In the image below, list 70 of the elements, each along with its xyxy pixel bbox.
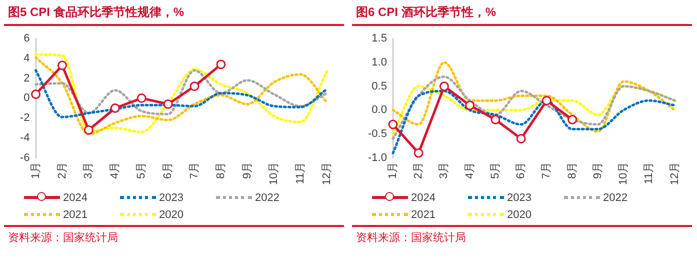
x-tick-label: 10月	[268, 162, 280, 186]
legend-label: 2021	[411, 208, 436, 220]
point	[31, 89, 41, 99]
point	[516, 134, 526, 144]
legend-label: 2021	[63, 208, 88, 220]
point	[388, 120, 398, 130]
x-tick-label: 5月	[489, 162, 502, 179]
x-tick-label: 12月	[320, 162, 333, 186]
y-tick-label: 2	[24, 72, 30, 84]
legend-label: 2024	[411, 192, 436, 204]
point	[568, 114, 578, 124]
y-tick-label: 6	[24, 32, 30, 45]
legend-label: 2020	[507, 208, 532, 220]
y-tick-label: 1.0	[372, 56, 387, 68]
point	[190, 82, 200, 92]
point	[216, 60, 226, 70]
x-tick-label: 7月	[188, 162, 201, 179]
x-tick-label: 10月	[618, 162, 630, 186]
legend-label: 2023	[159, 192, 184, 204]
x-tick-label: 7月	[540, 162, 553, 179]
y-tick-label: 4	[24, 52, 30, 64]
legend-label: 2023	[507, 192, 532, 204]
legend-label: 2020	[159, 208, 184, 220]
x-tick-label: 1月	[30, 162, 42, 179]
x-tick-label: 8月	[566, 162, 578, 179]
x-tick-label: 12月	[668, 162, 681, 186]
chart-title: 图5 CPI 食品环比季节性规律，%	[4, 0, 344, 26]
x-tick-label: 4月	[464, 162, 476, 179]
chart-title: 图6 CPI 酒环比季节性，%	[352, 0, 692, 26]
y-tick-label: -1.0	[368, 152, 387, 164]
x-tick-label: 9月	[241, 162, 254, 179]
x-tick-label: 3月	[438, 162, 450, 179]
x-tick-label: 9月	[592, 162, 604, 179]
y-tick-label: -6	[20, 152, 30, 164]
x-tick-label: 2月	[56, 162, 68, 179]
point	[542, 96, 552, 106]
x-tick-label: 3月	[82, 162, 95, 179]
point	[57, 60, 67, 70]
x-tick-label: 11月	[643, 162, 656, 184]
point	[465, 100, 475, 110]
point	[110, 103, 120, 113]
point	[439, 82, 449, 92]
point	[490, 114, 500, 124]
point	[414, 148, 424, 158]
x-tick-label: 6月	[515, 162, 528, 179]
y-tick-label: 0	[24, 92, 30, 104]
line-series	[392, 85, 676, 136]
x-tick-label: 11月	[294, 162, 306, 184]
line-series	[392, 61, 676, 133]
y-tick-label: -0.5	[368, 128, 387, 140]
y-tick-label: 0.0	[372, 104, 387, 116]
y-tick-label: 1.5	[372, 32, 387, 45]
x-tick-label: 2月	[412, 162, 425, 179]
point	[84, 125, 94, 135]
x-tick-label: 6月	[162, 162, 174, 179]
legend-label: 2022	[603, 192, 628, 204]
point	[136, 93, 146, 103]
text: 资料来源：国家统计局	[4, 225, 344, 245]
legend-label: 2022	[255, 192, 280, 204]
y-tick-label: 0.5	[372, 80, 387, 92]
x-tick-label: 5月	[136, 162, 148, 179]
legend-label: 2024	[63, 192, 88, 204]
line-series	[392, 75, 676, 140]
x-tick-label: 8月	[215, 162, 228, 179]
y-tick-label: -2	[20, 112, 30, 124]
text: 资料来源：国家统计局	[352, 225, 692, 245]
x-tick-label: 4月	[109, 162, 122, 179]
point	[163, 99, 173, 109]
x-tick-label: 1月	[386, 162, 399, 179]
y-tick-label: -4	[20, 132, 30, 144]
